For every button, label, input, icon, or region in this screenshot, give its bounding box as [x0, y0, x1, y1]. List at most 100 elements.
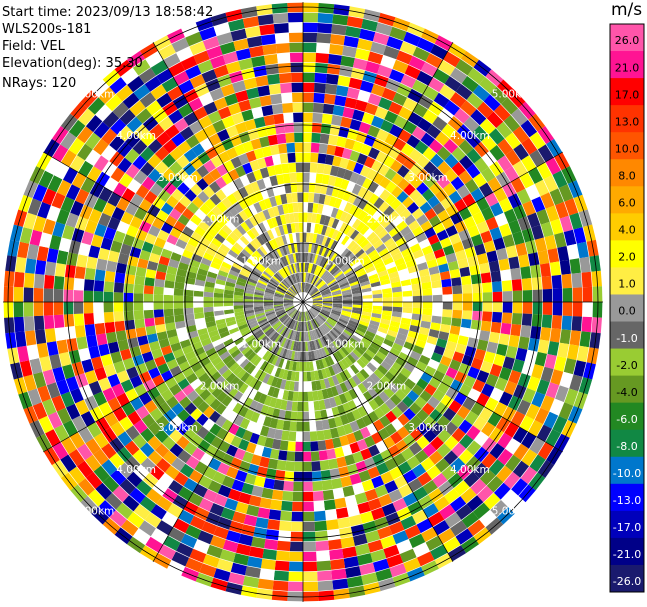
range-gate: [349, 119, 362, 131]
range-gate: [276, 346, 283, 357]
range-gate: [254, 289, 265, 294]
range-gate: [186, 372, 198, 384]
range-gate: [288, 360, 294, 371]
range-gate: [451, 317, 462, 327]
range-gate: [352, 533, 368, 546]
range-gate: [350, 283, 361, 290]
range-gate: [295, 431, 303, 442]
range-gate: [463, 471, 480, 488]
range-gate: [303, 561, 318, 572]
range-gate: [319, 133, 330, 144]
range-gate: [258, 393, 268, 405]
range-gate: [576, 345, 589, 363]
range-gate: [327, 238, 335, 249]
range-gate: [311, 471, 322, 482]
range-gate: [432, 222, 445, 234]
range-gate: [444, 168, 458, 183]
range-gate: [362, 414, 373, 427]
range-gate: [87, 166, 102, 182]
range-gate: [445, 340, 457, 352]
range-gate: [214, 342, 226, 352]
range-gate: [141, 176, 156, 191]
range-gate: [146, 100, 162, 116]
range-gate: [297, 401, 303, 412]
range-gate: [403, 183, 416, 196]
range-gate: [91, 234, 104, 248]
range-gate: [158, 116, 174, 131]
range-gate: [179, 396, 192, 409]
range-gate: [356, 235, 367, 246]
range-gate: [367, 93, 382, 106]
range-gate: [266, 427, 276, 439]
range-gate: [238, 323, 249, 331]
range-gate: [365, 376, 377, 387]
range-gate: [104, 412, 119, 427]
range-gate: [190, 378, 202, 390]
range-gate: [303, 431, 311, 442]
range-gate: [320, 347, 328, 358]
range-gate: [332, 305, 343, 309]
range-gate: [133, 302, 144, 311]
range-gate: [228, 345, 239, 355]
range-gate: [185, 65, 202, 80]
range-gate: [305, 242, 310, 253]
range-gate: [158, 544, 176, 560]
range-gate: [180, 55, 198, 71]
range-gate: [420, 220, 433, 232]
range-gate: [259, 425, 270, 437]
range-gate: [214, 310, 224, 316]
range-gate: [292, 361, 297, 371]
range-gate: [347, 339, 357, 349]
range-gate: [227, 323, 238, 331]
range-gate: [331, 311, 341, 317]
range-gate: [476, 370, 490, 384]
range-gate: [339, 316, 350, 323]
range-gate: [84, 219, 98, 234]
range-gate: [256, 4, 273, 16]
range-gate: [346, 432, 357, 445]
range-gate: [362, 298, 373, 302]
range-gate: [293, 351, 298, 362]
range-gate: [253, 213, 263, 225]
range-gate: [171, 402, 185, 416]
range-gate: [459, 155, 474, 170]
range-gate: [185, 31, 203, 47]
range-gate: [520, 119, 538, 138]
range-gate: [457, 258, 469, 269]
range-gate: [391, 316, 402, 323]
range-gate: [303, 491, 314, 502]
range-gate: [183, 478, 198, 492]
range-gate: [343, 202, 353, 213]
range-gate: [334, 95, 347, 107]
range-gate: [435, 189, 449, 203]
range-gate: [289, 52, 303, 63]
range-gate: [287, 350, 293, 361]
range-gate: [303, 371, 308, 382]
range-gate: [205, 320, 217, 328]
range-gate: [349, 280, 360, 287]
range-gate: [428, 265, 440, 275]
colorbar-tick-label: -2.0: [616, 359, 637, 372]
range-gate: [227, 181, 238, 193]
range-gate: [358, 121, 371, 134]
range-gate: [403, 420, 417, 434]
range-gate: [307, 310, 312, 320]
range-gate: [27, 344, 39, 361]
range-gate: [182, 208, 195, 220]
range-gate: [558, 402, 574, 420]
azimuth-spoke: [302, 42, 454, 303]
colorbar-tick-label: 13.0: [615, 115, 640, 128]
range-gate: [308, 273, 313, 283]
range-gate: [184, 243, 197, 254]
range-gate: [240, 221, 251, 233]
range-gate: [98, 212, 112, 227]
range-gate: [338, 233, 347, 244]
range-gate: [61, 437, 77, 455]
range-gate: [319, 337, 326, 348]
range-gate: [269, 417, 279, 429]
range-gate: [359, 238, 370, 249]
range-gate: [80, 411, 96, 427]
range-gate: [396, 50, 413, 65]
range-gate: [25, 330, 37, 346]
range-gate: [133, 419, 148, 434]
